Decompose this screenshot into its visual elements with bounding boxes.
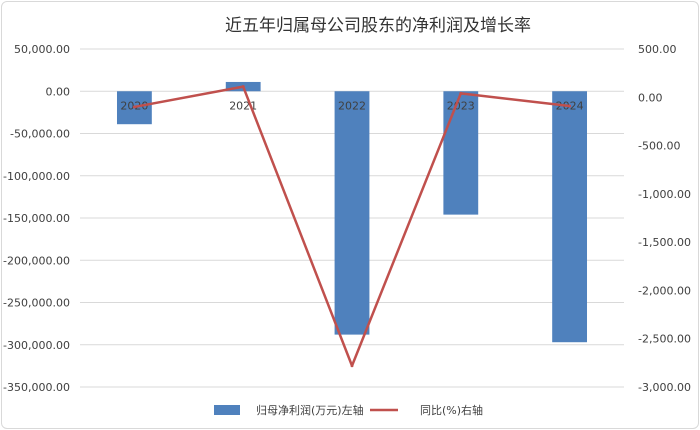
bar-series [116, 81, 588, 343]
right-axis-tick-label: -500.00 [638, 140, 680, 153]
left-axis-tick-label: -250,000.00 [3, 297, 70, 310]
line-point [568, 104, 572, 108]
line-point [459, 91, 463, 95]
bar [443, 91, 479, 215]
left-axis-tick-label: -350,000.00 [3, 381, 70, 394]
left-axis-tick-label: 0.00 [46, 85, 71, 98]
left-axis-tick-label: -300,000.00 [3, 339, 70, 352]
chart-title: 近五年归属母公司股东的净利润及增长率 [225, 16, 531, 36]
right-axis-tick-label: 500.00 [638, 43, 677, 56]
line-series [132, 85, 572, 368]
left-axis-tick-label: -150,000.00 [3, 212, 70, 225]
category-label: 2023 [447, 99, 475, 112]
category-label: 2022 [338, 99, 366, 112]
bar [552, 91, 588, 343]
legend-swatch-bar [214, 405, 240, 415]
left-axis-tick-label: -100,000.00 [3, 170, 70, 183]
line-point [132, 105, 136, 109]
legend-label-bar: 归母净利润(万元)左轴 [256, 403, 364, 417]
right-axis-tick-label: -2,000.00 [638, 284, 691, 297]
category-labels: 20202021202220232024 [120, 99, 583, 112]
right-axis-tick-label: -1,000.00 [638, 188, 691, 201]
left-axis: 50,000.00 0.00 -50,000.00 -100,000.00 -150,0… [3, 43, 70, 394]
right-axis-tick-label: -3,000.00 [638, 381, 691, 394]
bar [334, 91, 370, 335]
line-point [241, 85, 245, 89]
right-axis: 500.00 0.00 -500.00 -1,000.00 -1,500.00 -2,00… [638, 43, 691, 394]
left-axis-tick-label: -200,000.00 [3, 254, 70, 267]
right-axis-tick-label: -1,500.00 [638, 236, 691, 249]
right-axis-tick-label: -2,500.00 [638, 333, 691, 346]
left-axis-tick-label: -50,000.00 [10, 128, 70, 141]
right-axis-tick-label: 0.00 [638, 91, 663, 104]
legend: 归母净利润(万元)左轴 同比(%)右轴 [214, 403, 483, 417]
legend-label-line: 同比(%)右轴 [420, 403, 483, 417]
left-axis-tick-label: 50,000.00 [14, 43, 70, 56]
line-point [350, 364, 354, 368]
